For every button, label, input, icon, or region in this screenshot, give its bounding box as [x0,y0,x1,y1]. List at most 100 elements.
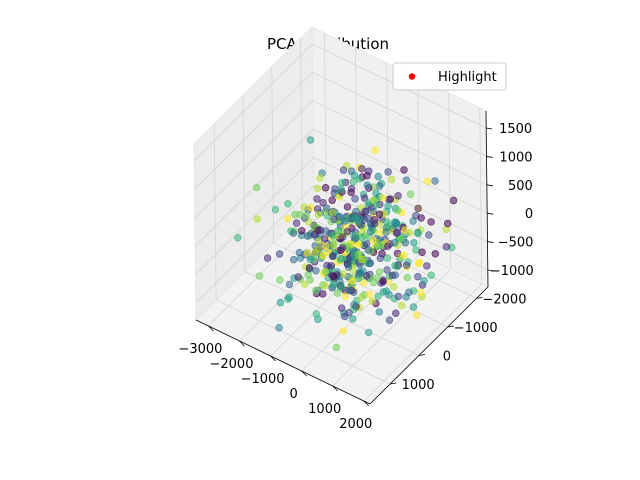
data-point [329,282,338,290]
data-point [409,303,418,311]
data-point [384,168,392,176]
data-point [400,251,408,259]
x-tick-label: 0 [290,387,298,402]
z-axis-line [485,110,489,288]
data-point [276,298,285,307]
grid-lines [193,32,488,402]
grid-y-left [300,38,303,215]
axis-lines [195,110,489,405]
grid-x-back [479,107,483,285]
y-tick-label: −2000 [482,292,526,307]
data-point [394,192,402,200]
legend-label: Highlight [438,70,497,85]
data-point [320,235,329,243]
data-point [361,207,370,215]
data-point [412,246,420,254]
data-point [336,278,344,286]
data-point [369,207,377,216]
data-point [292,219,301,227]
grid-x-floor [301,253,420,372]
y-tick-mark [476,297,483,299]
grid-x-back [448,92,452,270]
z-tick-label: 1000 [499,150,532,165]
x-tick-mark [239,340,245,347]
data-point [365,328,373,337]
z-tick-label: −500 [498,236,534,251]
data-point [305,264,314,272]
data-point [392,219,401,227]
grid-y-left [242,95,246,272]
data-point [376,242,384,250]
data-point [351,195,359,203]
data-point [383,254,392,262]
y-tick-label: 1000 [402,378,435,393]
z-tick-label: 0 [525,207,533,222]
data-point [316,226,325,234]
data-point [365,290,374,299]
data-point [405,228,414,237]
data-point [401,239,410,247]
data-point [285,280,294,289]
data-point [425,231,433,239]
data-point [370,219,379,228]
data-point [296,210,304,219]
data-point [345,286,354,295]
data-point [341,312,349,321]
data-point [431,177,439,185]
data-point [402,261,411,269]
grid-z-left [193,43,313,162]
data-point [329,231,337,240]
data-point [313,195,321,203]
data-point [358,165,366,173]
data-point [351,234,359,242]
data-point [376,254,384,262]
data-point [392,229,401,237]
data-point [384,242,392,251]
grid-x-floor [332,268,451,387]
y-tick-mark [418,354,425,356]
data-point [263,254,272,262]
data-point [337,185,345,193]
data-point [345,242,353,251]
data-point [307,203,315,212]
data-point [368,297,376,305]
grid-x-back [417,77,421,255]
data-point [365,167,373,175]
data-point [410,239,418,247]
data-point [347,184,356,193]
data-point [332,343,340,352]
data-point [420,277,428,285]
z-tick-mark [487,269,494,272]
data-point [349,178,357,186]
data-point [372,201,381,209]
z-tick-mark [487,212,494,215]
z-tick-mark [486,184,493,187]
x-tick-label: −1000 [241,372,285,387]
data-point [417,288,425,297]
data-point [337,254,345,263]
grid-x-back [324,32,327,210]
axis-ticks: −3000−2000−1000010002000−2000−100001000−… [178,122,533,432]
data-point [343,227,351,236]
data-point [449,196,458,205]
data-point [329,252,337,260]
data-point [349,277,357,285]
data-point [414,273,422,281]
grid-z-back [312,128,488,214]
data-point [314,245,322,254]
data-point [302,211,310,220]
data-point [306,255,314,264]
data-point [388,175,396,184]
data-point [271,205,280,214]
data-point [319,252,328,260]
data-point [313,184,322,193]
y-tick-mark [390,382,397,385]
data-point [321,282,329,290]
x-tick-mark [301,370,307,377]
data-point [344,263,353,271]
data-point [276,276,284,284]
data-point [338,244,347,252]
data-point [289,229,298,237]
data-point [383,266,391,274]
data-point [355,175,363,183]
